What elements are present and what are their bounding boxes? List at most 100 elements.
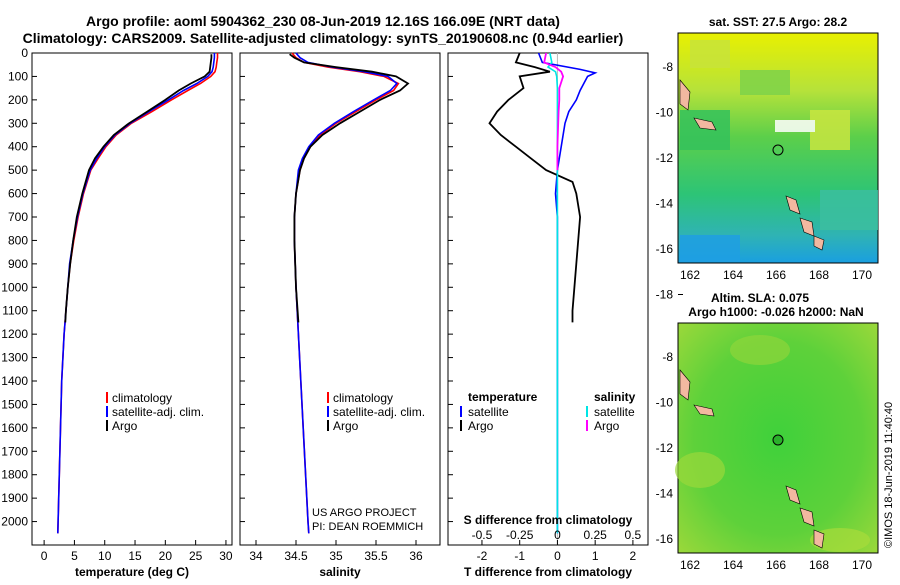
diff-legend-label-sal-satellite: satellite (594, 405, 635, 419)
temperature-plot-frame (31, 52, 233, 546)
imos-watermark: ©IMOS 18-Jun-2019 11:40:40 (883, 402, 895, 548)
sal-legend-label-climatology: climatology (333, 391, 393, 405)
diff-legend-temperature-title: temperature (468, 390, 538, 404)
top-axis-tick-label: -0.25 (506, 528, 534, 542)
map-y-tick-label: -18 (656, 288, 674, 302)
x-tick-label: 10 (98, 549, 112, 563)
sla-island-4 (799, 507, 815, 527)
sla-patch-2 (730, 335, 790, 365)
sst-islands (679, 79, 825, 251)
figure-title-line1: Argo profile: aoml 5904362_230 08-Jun-20… (86, 13, 560, 29)
sla-island-1 (679, 369, 691, 401)
sla-island-3 (785, 485, 801, 505)
map-x-tick-label: 166 (766, 558, 786, 572)
map-y-tick-label: -16 (656, 532, 674, 546)
sst-patch-7 (775, 120, 815, 132)
top-axis-tick-label: 0 (554, 528, 561, 542)
series-line-temperature-satellite (537, 52, 598, 534)
map-x-tick-label: 164 (723, 268, 743, 282)
map-x-tick-label: 166 (766, 268, 786, 282)
map-x-tick-label: 168 (809, 268, 829, 282)
map-y-tick-label: -10 (656, 396, 674, 410)
series-line-climatology (291, 52, 400, 534)
depth-tick-label: 600 (8, 187, 28, 201)
sst-patch-4 (820, 190, 878, 230)
difference-legend: temperature satellite Argo salinity sate… (460, 390, 636, 433)
depth-tick-label: 1400 (1, 374, 28, 388)
x-tick-label: 1 (592, 549, 599, 563)
temperature-legend: climatology satellite-adj. clim. Argo (106, 391, 204, 433)
map-y-tick-label: -8 (662, 350, 673, 364)
map-x-tick-label: 162 (680, 268, 700, 282)
depth-tick-label: 1600 (1, 421, 28, 435)
x-tick-label: 20 (159, 549, 173, 563)
x-tick-label: 35 (329, 549, 343, 563)
diff-legend-swatch-sal-argo (586, 420, 588, 431)
diff-legend-label-sal-argo: Argo (594, 419, 620, 433)
map-y-tick-label: -12 (656, 441, 674, 455)
x-tick-label: 0 (554, 549, 561, 563)
sla-patch-3 (810, 528, 870, 552)
depth-tick-label: 300 (8, 116, 28, 130)
x-tick-label: 34.5 (284, 549, 308, 563)
x-tick-label: -1 (514, 549, 525, 563)
map-y-tick-label: -10 (656, 106, 674, 120)
map-y-tick-label: -14 (656, 487, 674, 501)
sst-patch-1 (690, 40, 730, 68)
sal-legend-label-argo: Argo (333, 419, 359, 433)
map-x-tick-label: 168 (809, 558, 829, 572)
depth-tick-label: 700 (8, 210, 28, 224)
series-line-salinity-satellite (546, 52, 559, 534)
credit-pi: PI: DEAN ROEMMICH (312, 521, 423, 533)
sst-patch-5 (680, 235, 740, 262)
sla-argo-location (772, 434, 784, 446)
sla-island-2 (693, 404, 715, 417)
series-line-salinity-argo (543, 52, 565, 171)
legend-swatch-climatology (106, 392, 108, 403)
top-axis-tick-label: 0.25 (583, 528, 607, 542)
sla-map-title: Altim. SLA: 0.075 (711, 291, 809, 305)
x-tick-label: -2 (477, 549, 488, 563)
sst-map-patches (680, 40, 878, 262)
sla-map-patches (675, 335, 870, 552)
x-tick-label: 2 (630, 549, 637, 563)
x-tick-label: 34 (249, 549, 263, 563)
legend-label-satellite: satellite-adj. clim. (112, 405, 204, 419)
x-tick-label: 36 (409, 549, 423, 563)
difference-plot-frame (447, 52, 649, 546)
depth-tick-label: 1800 (1, 468, 28, 482)
top-axis-tick-label: 0.5 (625, 528, 642, 542)
diff-legend-swatch-temp-satellite (460, 406, 462, 417)
series-line-satellite-adj-clim- (57, 53, 216, 534)
x-axis-label: T difference from climatology (464, 565, 632, 579)
depth-tick-label: 100 (8, 69, 28, 83)
depth-tick-label: 1300 (1, 351, 28, 365)
sst-island-3 (785, 195, 801, 215)
sla-patch-1 (675, 452, 725, 488)
x-tick-label: 0 (41, 549, 48, 563)
map-x-tick-label: 170 (852, 268, 872, 282)
diff-legend-swatch-temp-argo (460, 420, 462, 431)
series-line-satellite-adj-clim- (293, 52, 398, 534)
sal-legend-label-satellite: satellite-adj. clim. (333, 405, 425, 419)
salinity-plot-frame (239, 52, 441, 546)
depth-tick-label: 200 (8, 93, 28, 107)
sst-island-1 (679, 79, 691, 111)
map-y-tick-label: -16 (656, 242, 674, 256)
x-tick-label: 35.5 (364, 549, 388, 563)
depth-tick-label: 400 (8, 140, 28, 154)
sst-argo-location (772, 144, 784, 156)
legend-label-climatology: climatology (112, 391, 172, 405)
diff-top-axis-label: S difference from climatology (464, 513, 633, 527)
x-tick-label: 25 (189, 549, 203, 563)
sst-island-5 (813, 235, 825, 251)
depth-tick-label: 1000 (1, 280, 28, 294)
diff-legend-salinity-title: salinity (594, 390, 636, 404)
depth-tick-label: 1500 (1, 397, 28, 411)
depth-tick-label: 900 (8, 257, 28, 271)
top-axis-tick-label: -0.5 (472, 528, 493, 542)
sst-patch-2 (740, 70, 790, 95)
diff-legend-swatch-sal-satellite (586, 406, 588, 417)
depth-tick-label: 0 (21, 46, 28, 60)
